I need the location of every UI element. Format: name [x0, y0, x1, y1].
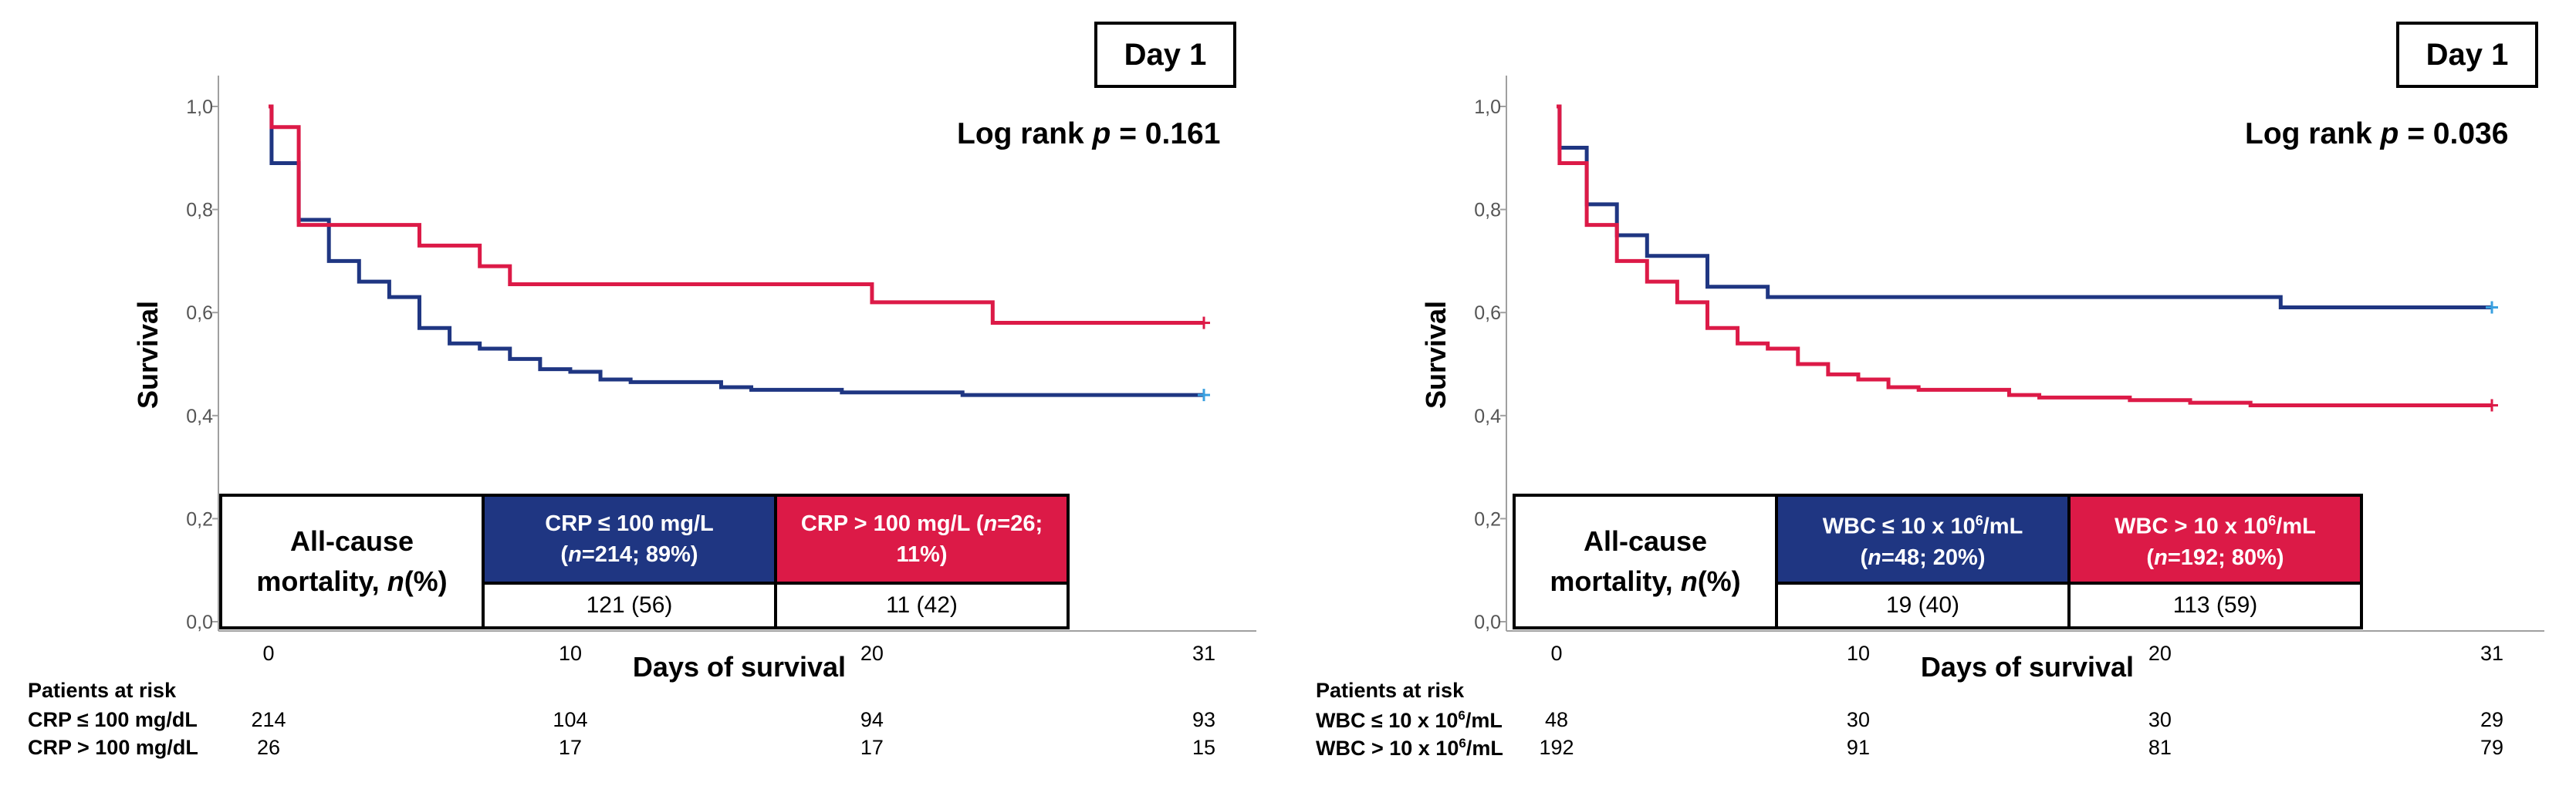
mortality-table: All-cause mortality, n(%) WBC ≤ 10 x 106…: [1513, 494, 2363, 629]
y-tick-label: 0,6: [186, 302, 213, 324]
risk-count: 30: [1846, 708, 1870, 731]
chart-title: Day 1: [2426, 37, 2509, 72]
km-series-line-high: [269, 104, 1204, 326]
risk-count: 17: [558, 736, 582, 759]
y-tick-label: 0,8: [1474, 200, 1501, 221]
risk-table-title: Patients at risk: [28, 679, 177, 702]
risk-count: 17: [860, 736, 884, 759]
x-tick-label: 10: [559, 642, 582, 665]
x-axis-title: Days of survival: [633, 651, 846, 683]
y-tick-label: 0,4: [1474, 406, 1501, 427]
risk-count: 29: [2480, 708, 2504, 731]
risk-row-label-wbc-high: WBC > 10 x 106/mL: [1316, 736, 1503, 760]
mortality-value-wbc-low: 19 (40): [1775, 582, 2071, 629]
y-tick-label: 0,4: [186, 406, 213, 427]
log-rank-annotation: Log rank p = 0.161: [957, 117, 1221, 150]
y-tick-label: 0,2: [1474, 508, 1501, 530]
log-rank-annotation: Log rank p = 0.036: [2245, 117, 2509, 150]
y-tick-label: 0,0: [186, 612, 213, 633]
risk-row-label-wbc-low: WBC ≤ 10 x 106/mL: [1316, 708, 1503, 732]
mortality-table: All-cause mortality, n(%) CRP ≤ 100 mg/L…: [219, 494, 1070, 629]
risk-count: 104: [553, 708, 588, 731]
x-tick-label: 0: [262, 642, 274, 665]
x-tick-label: 0: [1550, 642, 1562, 665]
mortality-value-crp-low: 121 (56): [482, 582, 777, 629]
x-axis-title: Days of survival: [1921, 651, 2134, 683]
km-series-line-high: [1557, 104, 2492, 407]
risk-count: 79: [2480, 736, 2504, 759]
risk-row-label-crp-low: CRP ≤ 100 mg/dL: [28, 708, 198, 731]
group-header-crp-low: CRP ≤ 100 mg/L (n=214; 89%): [482, 494, 777, 585]
y-tick-label: 0,0: [1474, 612, 1501, 633]
mortality-value-wbc-high: 113 (59): [2067, 582, 2363, 629]
risk-table-title: Patients at risk: [1316, 679, 1465, 702]
km-panel-wbc: 0,0 0,2 0,4 0,6 0,8 1,0 0 10 20 31 Days of surviva…: [1288, 0, 2576, 786]
x-tick-label: 10: [1847, 642, 1870, 665]
mortality-label: All-cause mortality, n(%): [1513, 494, 1778, 629]
group-header-crp-high: CRP > 100 mg/L (n=26; 11%): [774, 494, 1070, 585]
risk-count: 94: [860, 708, 884, 731]
risk-count: 91: [1846, 736, 1870, 759]
risk-count: 30: [2148, 708, 2172, 731]
mortality-value-crp-high: 11 (42): [774, 582, 1070, 629]
x-tick-label: 20: [860, 642, 884, 665]
chart-title-box: Day 1: [2396, 22, 2538, 88]
x-tick-label: 31: [2480, 642, 2503, 665]
group-header-wbc-low: WBC ≤ 10 x 106/mL (n=48; 20%): [1775, 494, 2071, 585]
chart-title: Day 1: [1124, 37, 1207, 72]
risk-count: 15: [1192, 736, 1216, 759]
risk-count: 48: [1544, 708, 1569, 731]
risk-count: 214: [251, 708, 286, 731]
y-tick-label: 1,0: [1474, 96, 1501, 118]
y-tick-label: 0,8: [186, 200, 213, 221]
group-header-wbc-high: WBC > 10 x 106/mL (n=192; 80%): [2067, 494, 2363, 585]
x-tick-label: 20: [2148, 642, 2172, 665]
y-tick-label: 0,2: [186, 508, 213, 530]
x-tick-label: 31: [1192, 642, 1215, 665]
y-tick-label: 1,0: [186, 96, 213, 118]
km-series-line-low: [269, 104, 1204, 397]
risk-count: 93: [1192, 708, 1216, 731]
risk-count: 81: [2148, 736, 2172, 759]
km-chart-wbc: 0,0 0,2 0,4 0,6 0,8 1,0 0 10 20 31 Days of surviva…: [1420, 76, 2544, 683]
km-series-line-low: [1557, 104, 2492, 310]
y-axis-title: Survival: [1420, 301, 1452, 409]
risk-count: 26: [256, 736, 281, 759]
mortality-label: All-cause mortality, n(%): [219, 494, 485, 629]
km-chart-crp: 0,0 0,2 0,4 0,6 0,8 1,0 0 10 20 31 Days of surviva…: [132, 76, 1256, 683]
risk-count: 192: [1539, 736, 1574, 759]
y-tick-label: 0,6: [1474, 302, 1501, 324]
km-panel-crp: 0,0 0,2 0,4 0,6 0,8 1,0 0 10 20 31 Days of surviva…: [28, 22, 1256, 759]
y-axis-title: Survival: [132, 301, 164, 409]
chart-title-box: Day 1: [1094, 22, 1236, 88]
risk-row-label-crp-high: CRP > 100 mg/dL: [28, 736, 198, 759]
